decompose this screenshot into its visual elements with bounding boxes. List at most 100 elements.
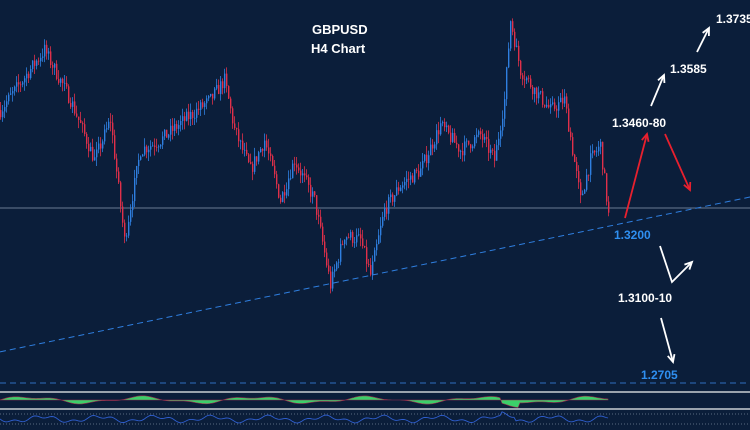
candle-body <box>102 141 104 149</box>
candle-body <box>12 91 14 94</box>
candle-body <box>104 129 106 142</box>
candle-body <box>574 154 576 162</box>
candle-body <box>476 134 478 138</box>
candle-body <box>170 125 172 135</box>
candle-body <box>564 96 566 104</box>
candle-body <box>398 187 400 191</box>
pullback-arrow <box>664 133 691 191</box>
candle-body <box>308 177 310 185</box>
candle-body <box>356 235 358 243</box>
candle-body <box>64 82 66 84</box>
candle-body <box>84 124 86 134</box>
candle-body <box>430 144 432 156</box>
candle-body <box>400 187 402 191</box>
candle-body <box>396 187 398 196</box>
candle-body <box>450 132 452 142</box>
candle-body <box>410 175 412 180</box>
candle-body <box>522 75 524 80</box>
candle-body <box>272 155 274 166</box>
candle-body <box>108 121 110 129</box>
candle-body <box>442 121 444 124</box>
candle-body <box>146 146 148 153</box>
candle-body <box>518 45 520 61</box>
candle-body <box>312 191 314 197</box>
breakdown-arrow <box>660 317 674 363</box>
candle-body <box>578 171 580 183</box>
candle-body <box>148 149 150 153</box>
candle-body <box>572 137 574 155</box>
candle-body <box>608 201 610 213</box>
candle-body <box>490 149 492 153</box>
candle-body <box>260 148 262 153</box>
candle-body <box>486 137 488 139</box>
candle-body <box>36 60 38 66</box>
candle-body <box>406 178 408 182</box>
candle-body <box>290 178 292 180</box>
candle-body <box>82 122 84 125</box>
candle-body <box>494 150 496 161</box>
candle-body <box>76 113 78 117</box>
candle-body <box>508 48 510 68</box>
candle-body <box>158 146 160 148</box>
candle-body <box>598 146 600 152</box>
candle-body <box>432 144 434 149</box>
candle-body <box>222 81 224 89</box>
candle-body <box>200 102 202 110</box>
candle-body <box>324 241 326 253</box>
candle-body <box>342 243 344 245</box>
candle-body <box>268 147 270 154</box>
candle-body <box>584 189 586 194</box>
candle-body <box>532 86 534 95</box>
candle-body <box>68 86 70 103</box>
chart-subtitle: H4 Chart <box>311 41 366 56</box>
candle-body <box>548 104 550 108</box>
candle-body <box>412 175 414 183</box>
target-2-label: 1.3585 <box>670 62 707 76</box>
candle-body <box>590 153 592 175</box>
candle-body <box>408 178 410 180</box>
candle-body <box>202 102 204 107</box>
candle-body <box>546 104 548 107</box>
candle-body <box>160 144 162 147</box>
candle-body <box>126 235 128 237</box>
candle-body <box>24 78 26 83</box>
support-3-label: 1.2705 <box>641 368 678 382</box>
candle-body <box>142 154 144 157</box>
candle-body <box>330 271 332 289</box>
candle-body <box>474 137 476 147</box>
indicator-separator-top <box>0 391 750 393</box>
candle-body <box>418 170 420 177</box>
candle-body <box>228 86 230 99</box>
candle-body <box>30 68 32 79</box>
candle-body <box>4 107 6 112</box>
candle-body <box>32 60 34 69</box>
candle-body <box>372 261 374 275</box>
candle-body <box>384 208 386 217</box>
candle-body <box>366 247 368 264</box>
candle-body <box>306 175 308 178</box>
candle-body <box>534 87 536 95</box>
candle-body <box>62 78 64 84</box>
candle-body <box>492 149 494 151</box>
candle-body <box>72 101 74 107</box>
candle-body <box>120 182 122 207</box>
candle-body <box>180 121 182 126</box>
candle-body <box>360 234 362 239</box>
candle-body <box>456 142 458 145</box>
candle-body <box>234 123 236 129</box>
candle-body <box>10 93 12 95</box>
candle-body <box>60 78 62 83</box>
candle-body <box>156 146 158 148</box>
candle-body <box>310 184 312 197</box>
candle-body <box>198 108 200 110</box>
candle-body <box>16 82 18 87</box>
candle-body <box>350 232 352 238</box>
target-2-arrow <box>650 74 665 107</box>
candle-body <box>210 93 212 97</box>
candle-body <box>390 194 392 198</box>
candle-body <box>326 252 328 266</box>
candle-body <box>520 60 522 76</box>
candle-body <box>66 82 68 87</box>
candle-body <box>116 158 118 172</box>
